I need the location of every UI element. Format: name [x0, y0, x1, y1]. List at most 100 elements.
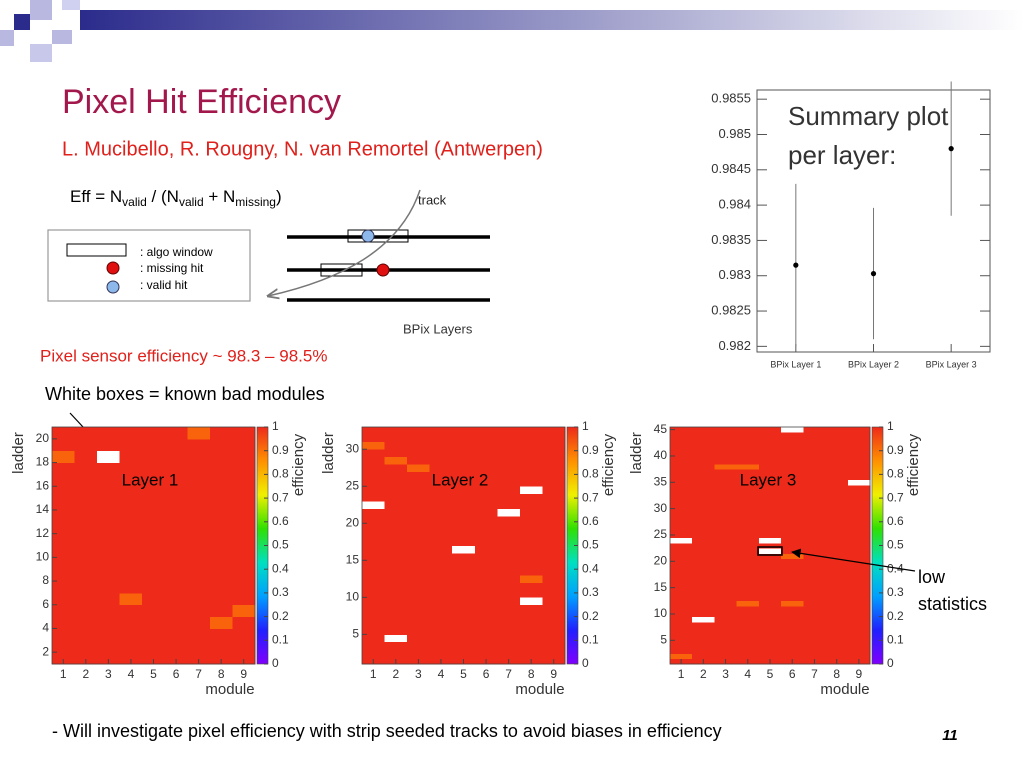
cell	[781, 437, 804, 444]
cell	[758, 548, 782, 554]
cell	[736, 590, 760, 596]
cell	[232, 628, 256, 641]
cell	[474, 471, 498, 480]
y-tick-label: 18	[36, 455, 50, 469]
cell	[825, 427, 849, 433]
cell	[519, 434, 543, 443]
cell	[670, 506, 693, 512]
cell	[74, 533, 98, 546]
cell	[119, 427, 143, 440]
cell	[670, 579, 693, 586]
cell	[497, 582, 521, 591]
cell	[692, 479, 715, 486]
cell	[781, 627, 804, 633]
cell	[803, 585, 826, 591]
cell	[542, 530, 566, 539]
cell	[758, 606, 782, 612]
cell	[452, 597, 476, 606]
cell	[519, 641, 543, 650]
cell	[714, 627, 738, 633]
cell	[803, 558, 826, 565]
cell	[758, 627, 782, 633]
cell	[452, 545, 476, 554]
y-tick-label: 10	[346, 590, 360, 604]
cell	[825, 642, 849, 649]
cell	[429, 530, 453, 539]
cell	[825, 537, 849, 544]
cell	[164, 462, 188, 475]
cell	[692, 648, 715, 654]
layers-label: BPix Layers	[403, 321, 473, 336]
colorbar-tick-label: 0	[887, 656, 894, 670]
cell	[736, 627, 760, 633]
cell	[74, 557, 98, 570]
cell	[847, 590, 871, 596]
cell	[758, 495, 782, 502]
cell	[803, 590, 826, 596]
x-tick-label: 3	[105, 667, 112, 681]
cell	[736, 637, 760, 644]
cell	[407, 582, 431, 591]
cell	[209, 545, 233, 558]
cell	[209, 509, 233, 523]
cell	[232, 604, 256, 617]
cell	[497, 464, 521, 472]
cell	[209, 581, 233, 594]
cell	[429, 545, 453, 554]
cell	[97, 427, 121, 440]
cell	[670, 558, 693, 565]
cell	[542, 523, 566, 532]
cell	[362, 560, 385, 569]
x-axis-label: module	[820, 681, 869, 698]
cell	[407, 612, 431, 620]
cell	[542, 589, 566, 598]
cell	[519, 471, 543, 480]
cell	[670, 463, 693, 470]
cell	[803, 653, 826, 660]
cell	[736, 495, 760, 502]
cell	[474, 560, 498, 569]
cell	[232, 581, 256, 594]
cell	[362, 471, 385, 480]
cell	[452, 486, 476, 495]
cell	[803, 484, 826, 491]
cell	[407, 634, 431, 643]
cell	[407, 478, 431, 487]
x-tick-label: 5	[460, 667, 467, 681]
cell	[692, 637, 715, 644]
cell	[736, 579, 760, 586]
cell	[714, 432, 738, 438]
cell	[692, 595, 715, 602]
cell	[670, 548, 693, 554]
cell	[781, 542, 804, 549]
colorbar-tick-label: 0.9	[887, 443, 904, 457]
cell	[74, 498, 98, 511]
x-tick-label: 4	[128, 667, 135, 681]
cell	[670, 606, 693, 612]
cell	[825, 527, 849, 533]
cell	[407, 523, 431, 532]
cell	[803, 616, 826, 623]
cell	[803, 495, 826, 502]
colorbar-tick-label: 0.2	[272, 609, 289, 623]
cell	[452, 449, 476, 458]
cell	[519, 515, 543, 524]
cell	[736, 458, 760, 465]
y-tick-label: 0.9855	[711, 91, 751, 106]
x-tick-label: 9	[240, 667, 247, 681]
cell	[825, 442, 849, 449]
cell	[497, 634, 521, 643]
cell	[52, 521, 75, 535]
cell	[825, 463, 849, 470]
cell	[781, 479, 804, 486]
cell	[692, 490, 715, 496]
cell	[692, 653, 715, 660]
colorbar-tick-label: 0.5	[272, 538, 289, 552]
cell	[758, 474, 782, 481]
cell	[736, 527, 760, 533]
cell	[52, 462, 75, 475]
x-tick-label: 8	[528, 667, 535, 681]
colorbar-tick-label: 0.1	[272, 632, 289, 646]
cell	[803, 637, 826, 644]
cell	[670, 648, 693, 654]
